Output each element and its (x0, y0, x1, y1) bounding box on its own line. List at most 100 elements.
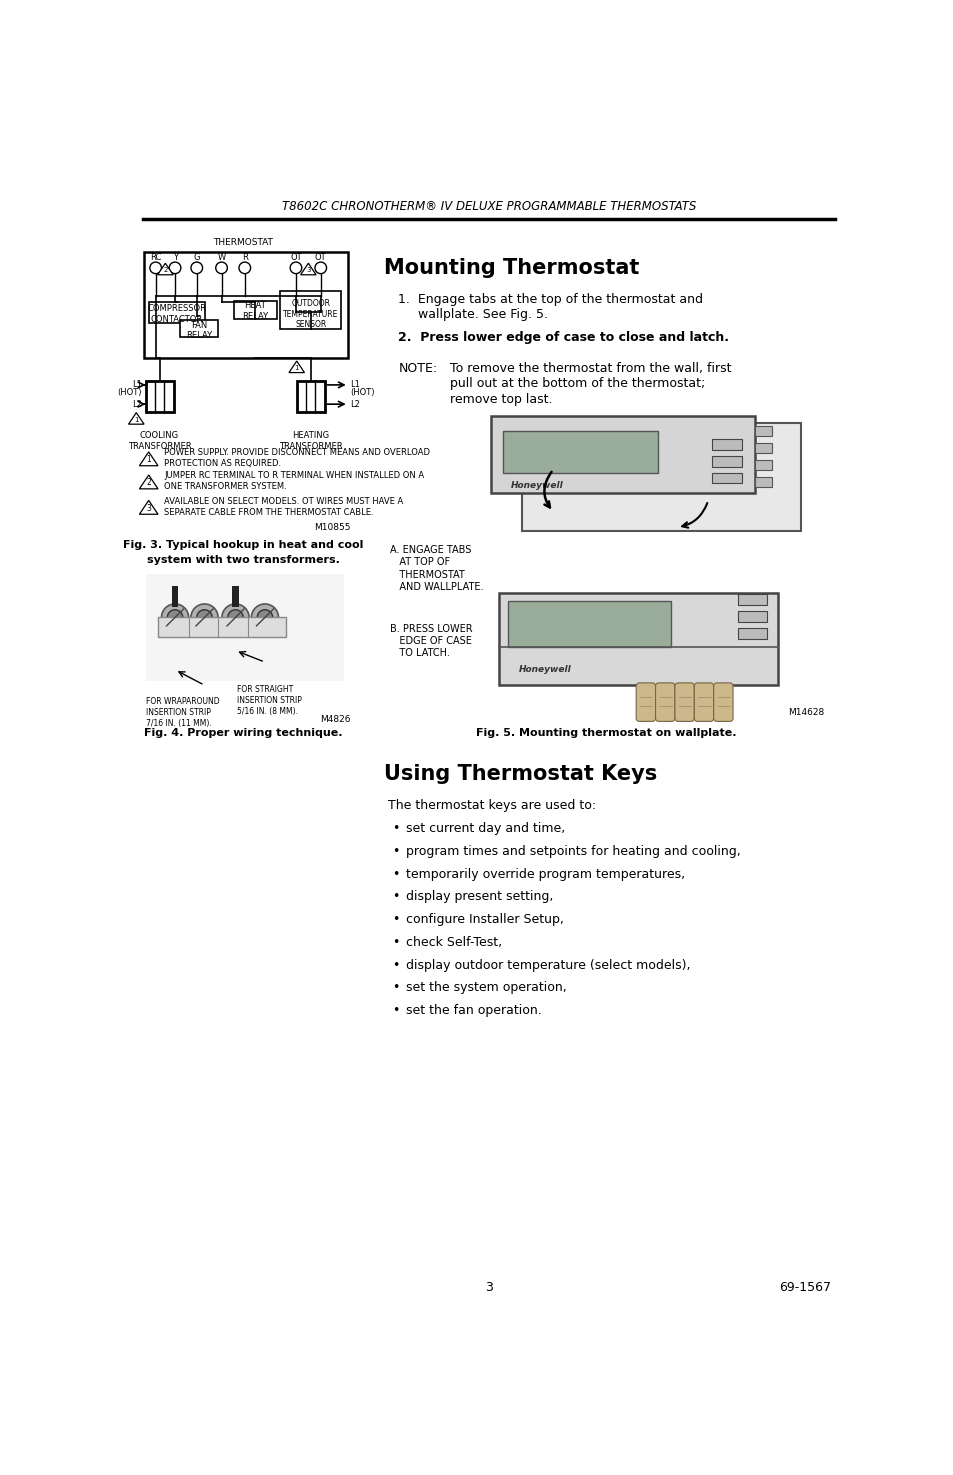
Text: M14628: M14628 (787, 708, 823, 717)
Text: JUMPER RC TERMINAL TO R TERMINAL WHEN INSTALLED ON A
ONE TRANSFORMER SYSTEM.: JUMPER RC TERMINAL TO R TERMINAL WHEN IN… (164, 471, 424, 491)
Bar (711, 438, 740, 450)
FancyBboxPatch shape (713, 683, 732, 721)
Circle shape (239, 263, 251, 274)
Text: temporarily override program temperatures,: temporarily override program temperature… (406, 867, 684, 881)
Bar (754, 478, 771, 487)
Text: M10855: M10855 (314, 522, 350, 532)
Bar (491, 416, 754, 493)
Text: display outdoor temperature (select models),: display outdoor temperature (select mode… (406, 959, 690, 972)
Text: •: • (392, 867, 399, 881)
Circle shape (191, 603, 218, 631)
Text: •: • (392, 935, 399, 948)
Text: set the system operation,: set the system operation, (406, 981, 566, 994)
Bar (146, 381, 173, 412)
Polygon shape (139, 451, 158, 466)
Text: COMPRESSOR
CONTACTOR: COMPRESSOR CONTACTOR (147, 304, 206, 323)
Text: configure Installer Setup,: configure Installer Setup, (406, 913, 563, 926)
Text: set current day and time,: set current day and time, (406, 822, 565, 835)
Circle shape (314, 263, 326, 274)
Bar (233, 301, 276, 320)
Circle shape (191, 263, 202, 274)
Text: •: • (392, 981, 399, 994)
Bar (296, 381, 324, 412)
Text: B. PRESS LOWER
   EDGE OF CASE
   TO LATCH.: B. PRESS LOWER EDGE OF CASE TO LATCH. (390, 624, 473, 658)
FancyBboxPatch shape (674, 683, 694, 721)
Bar (711, 472, 740, 484)
Circle shape (161, 603, 189, 631)
Polygon shape (139, 475, 158, 488)
Text: •: • (392, 913, 399, 926)
Bar (737, 611, 766, 622)
Text: T8602C CHRONOTHERM® IV DELUXE PROGRAMMABLE THERMOSTATS: T8602C CHRONOTHERM® IV DELUXE PROGRAMMAB… (281, 199, 696, 212)
Text: 1.  Engage tabs at the top of the thermostat and: 1. Engage tabs at the top of the thermos… (397, 292, 702, 305)
Text: •: • (392, 891, 399, 903)
Text: •: • (392, 822, 399, 835)
Bar (521, 423, 801, 531)
Bar (754, 444, 771, 453)
Text: 3: 3 (484, 1280, 493, 1294)
Bar (737, 628, 766, 639)
Text: •: • (392, 1004, 399, 1016)
Circle shape (169, 263, 181, 274)
Bar (146, 574, 344, 681)
Text: OT: OT (290, 254, 301, 263)
Text: Fig. 4. Proper wiring technique.: Fig. 4. Proper wiring technique. (144, 729, 342, 738)
Circle shape (196, 609, 212, 625)
Text: AVAILABLE ON SELECT MODELS. OT WIRES MUST HAVE A
SEPARATE CABLE FROM THE THERMOS: AVAILABLE ON SELECT MODELS. OT WIRES MUS… (164, 497, 403, 516)
Circle shape (228, 609, 243, 625)
Text: HEAT
RELAY: HEAT RELAY (242, 301, 268, 320)
Text: W: W (217, 254, 226, 263)
Text: system with two transformers.: system with two transformers. (147, 556, 339, 565)
Text: 2: 2 (146, 478, 151, 487)
Text: 2: 2 (163, 267, 168, 273)
Text: •: • (392, 845, 399, 858)
Text: program times and setpoints for heating and cooling,: program times and setpoints for heating … (406, 845, 740, 858)
Bar (233, 586, 238, 608)
Text: L1: L1 (132, 381, 142, 389)
Text: L2: L2 (132, 400, 142, 409)
Text: •: • (392, 959, 399, 972)
Bar (149, 302, 204, 323)
Text: FOR WRAPAROUND
INSERTION STRIP
7/16 IN. (11 MM).: FOR WRAPAROUND INSERTION STRIP 7/16 IN. … (146, 696, 220, 729)
Text: pull out at the bottom of the thermostat;: pull out at the bottom of the thermostat… (450, 378, 704, 391)
Text: set the fan operation.: set the fan operation. (406, 1004, 541, 1016)
Circle shape (222, 603, 249, 631)
Text: RC: RC (150, 254, 161, 263)
Text: 3: 3 (306, 267, 311, 273)
FancyBboxPatch shape (694, 683, 713, 721)
Bar (280, 291, 340, 329)
Text: Using Thermostat Keys: Using Thermostat Keys (384, 764, 657, 783)
Text: remove top last.: remove top last. (450, 392, 552, 406)
Text: L2: L2 (350, 400, 359, 409)
Text: FOR STRAIGHT
INSERTION STRIP
5/16 IN. (8 MM).: FOR STRAIGHT INSERTION STRIP 5/16 IN. (8… (236, 686, 301, 717)
Bar (508, 600, 670, 646)
Text: A. ENGAGE TABS
   AT TOP OF
   THERMOSTAT
   AND WALLPLATE.: A. ENGAGE TABS AT TOP OF THERMOSTAT AND … (390, 546, 483, 593)
Bar (502, 431, 658, 473)
Text: wallplate. See Fig. 5.: wallplate. See Fig. 5. (397, 308, 548, 322)
Text: Fig. 3. Typical hookup in heat and cool: Fig. 3. Typical hookup in heat and cool (123, 540, 363, 550)
Polygon shape (157, 263, 172, 274)
Text: THERMOSTAT: THERMOSTAT (213, 237, 273, 246)
Bar (158, 618, 286, 637)
Text: check Self-Test,: check Self-Test, (406, 935, 501, 948)
Bar (737, 594, 766, 605)
Bar (754, 460, 771, 469)
Polygon shape (300, 263, 315, 274)
Circle shape (290, 263, 301, 274)
Text: display present setting,: display present setting, (406, 891, 553, 903)
Bar (711, 456, 740, 466)
Text: NOTE:: NOTE: (397, 361, 436, 375)
Text: M4826: M4826 (319, 715, 350, 724)
Bar (179, 320, 218, 338)
Text: Mounting Thermostat: Mounting Thermostat (384, 258, 639, 277)
Text: G: G (193, 254, 200, 263)
Text: The thermostat keys are used to:: The thermostat keys are used to: (388, 799, 596, 813)
Text: Y: Y (172, 254, 177, 263)
Text: Fig. 5. Mounting thermostat on wallplate.: Fig. 5. Mounting thermostat on wallplate… (476, 729, 736, 738)
Bar (172, 586, 178, 608)
Text: POWER SUPPLY. PROVIDE DISCONNECT MEANS AND OVERLOAD
PROTECTION AS REQUIRED.: POWER SUPPLY. PROVIDE DISCONNECT MEANS A… (164, 448, 430, 468)
Text: Honeywell: Honeywell (510, 481, 563, 490)
Bar (754, 426, 771, 435)
Circle shape (252, 603, 278, 631)
Circle shape (215, 263, 227, 274)
